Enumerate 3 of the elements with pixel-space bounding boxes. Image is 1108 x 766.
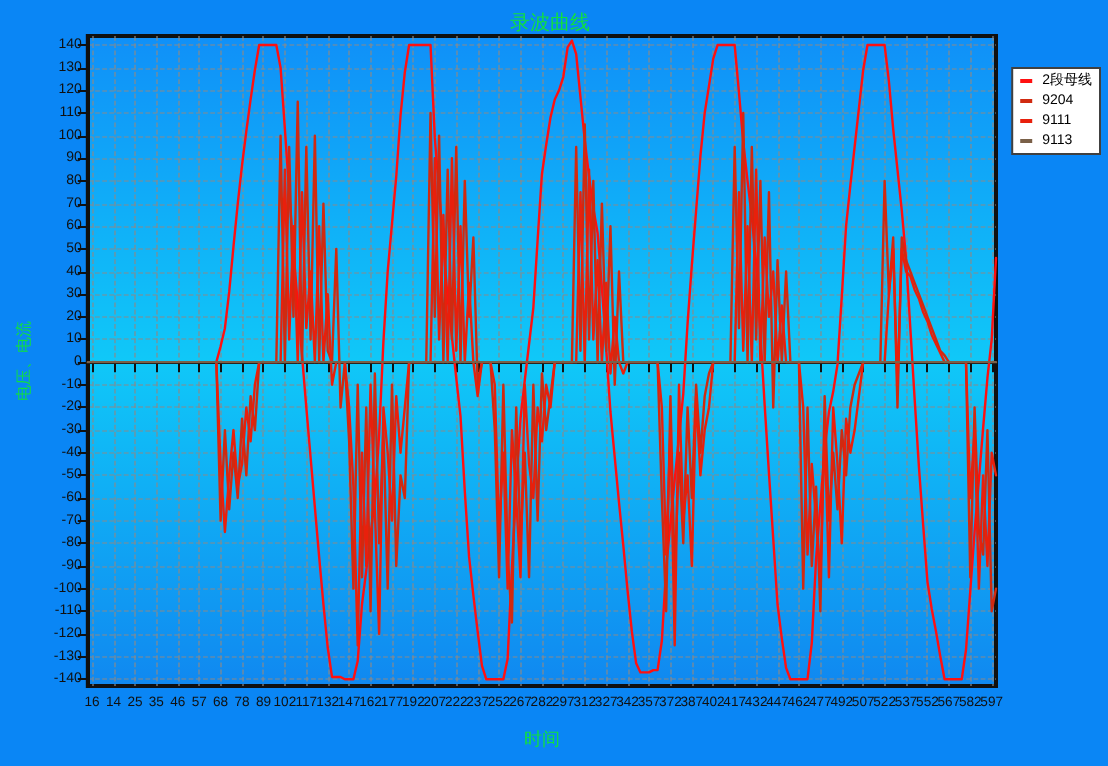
x-axis-title: 时间 [523, 729, 560, 749]
chart-title: 录波曲线 [510, 11, 590, 35]
y-axis-title: 电压、电流 [15, 321, 33, 401]
